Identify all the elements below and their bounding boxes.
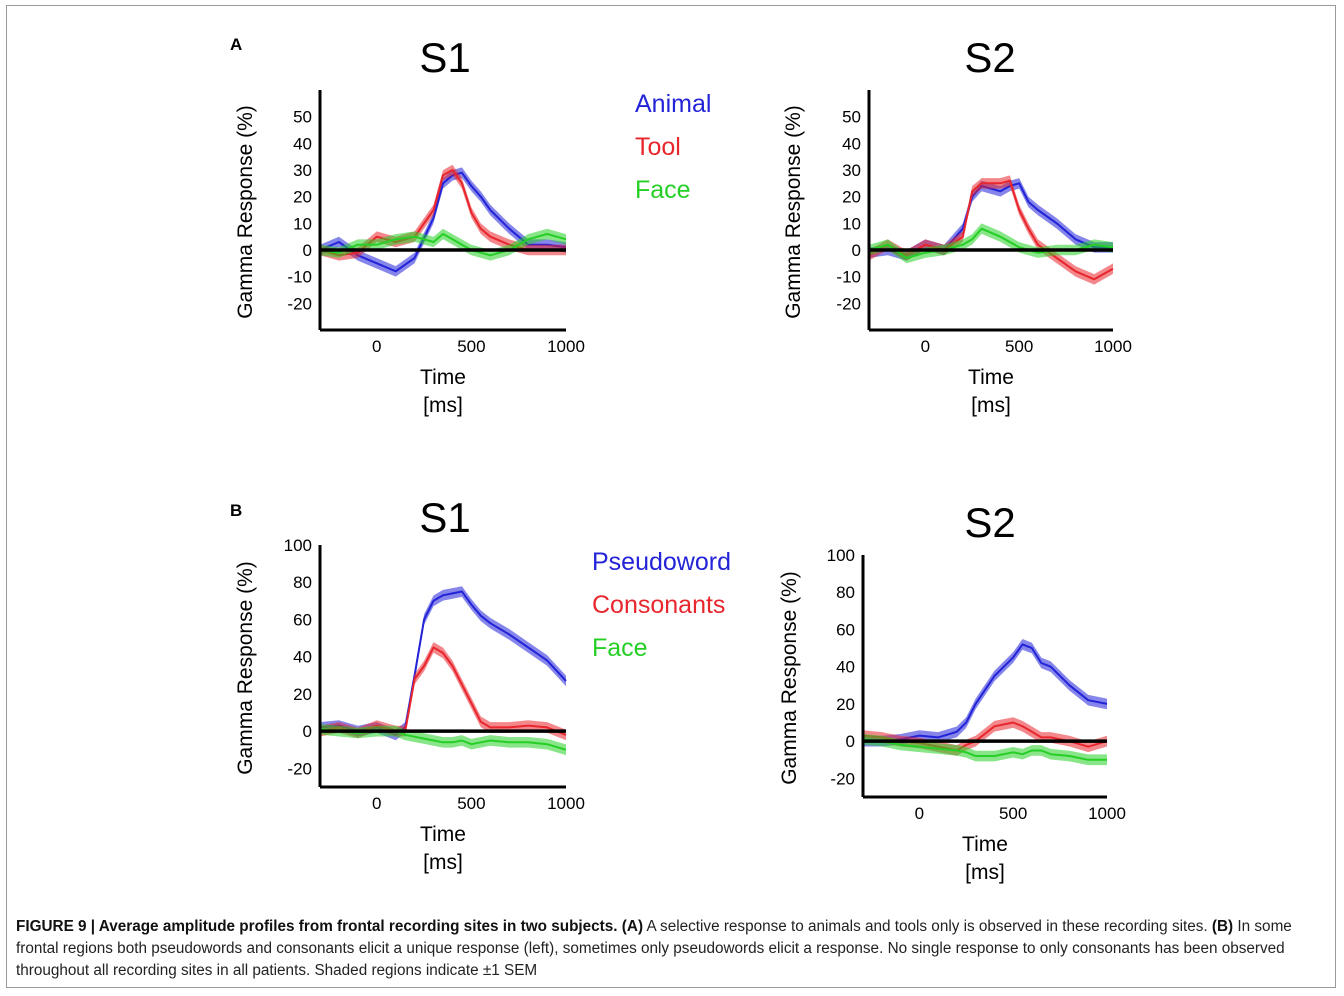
y-tick-label: 10 [842, 214, 861, 233]
y-tick-label: 60 [293, 610, 312, 629]
y-axis-label: Gamma Response (%) [778, 571, 801, 785]
x-axis-label: Time [420, 823, 466, 846]
y-tick-label: 80 [293, 573, 312, 592]
x-axis-label: [ms] [423, 394, 463, 417]
series-line-face [862, 738, 1107, 761]
panel-label-a: A [230, 35, 242, 54]
legend-animal: Animal [635, 90, 711, 118]
y-tick-label: 40 [836, 658, 855, 677]
y-tick-label: 50 [293, 108, 312, 127]
caption-b-text: In some frontal regions both pseudowords… [16, 918, 1292, 979]
y-tick-label: 100 [284, 536, 312, 555]
y-axis-label: Gamma Response (%) [782, 105, 805, 319]
y-tick-label: 20 [842, 188, 861, 207]
y-tick-label: 0 [852, 241, 861, 260]
x-axis-label: Time [962, 833, 1008, 856]
legend-consonants: Consonants [592, 591, 725, 619]
y-tick-label: 50 [842, 108, 861, 127]
x-axis-label: [ms] [423, 851, 463, 874]
figure-canvas: A B S1 Gamma Response (%) -20 -10 0 10 20 30 40 5… [230, 34, 1132, 884]
y-axis-label: Gamma Response (%) [234, 105, 257, 319]
chart-title: S1 [419, 34, 470, 81]
x-tick-label: 0 [915, 804, 924, 823]
series-band-face [320, 228, 566, 261]
y-tick-label: 0 [303, 241, 312, 260]
x-tick-label: 1000 [547, 794, 585, 813]
y-tick-label: -10 [287, 268, 312, 287]
figure-frame [6, 5, 1336, 988]
legend-face: Face [635, 176, 691, 204]
series-line-pseudoword [319, 590, 567, 736]
x-tick-label: 500 [457, 794, 485, 813]
y-tick-label: 20 [836, 695, 855, 714]
series-band-tool [320, 164, 566, 261]
x-tick-label: 500 [1005, 337, 1033, 356]
x-tick-label: 0 [372, 794, 381, 813]
y-tick-label: 40 [842, 134, 861, 153]
y-tick-label: 60 [836, 620, 855, 639]
x-tick-label: 500 [999, 804, 1027, 823]
y-tick-label: -20 [287, 759, 312, 778]
caption-label: FIGURE 9 | Average amplitude profiles fr… [16, 918, 618, 935]
panel-label-b: B [230, 501, 242, 520]
series-band-face [863, 734, 1107, 766]
legend-pseudoword: Pseudoword [592, 548, 731, 576]
x-axis-label: [ms] [971, 394, 1011, 417]
chart-title: S1 [419, 494, 470, 541]
y-tick-label: -10 [836, 268, 861, 287]
x-tick-label: 1000 [547, 337, 585, 356]
caption-a-marker: (A) [621, 918, 644, 935]
chart-title: S2 [964, 34, 1015, 81]
x-tick-label: 1000 [1088, 804, 1126, 823]
series-line-face [319, 233, 567, 257]
chart-title: S2 [964, 499, 1015, 546]
y-tick-label: 20 [293, 188, 312, 207]
x-tick-label: 1000 [1094, 337, 1132, 356]
y-tick-label: 80 [836, 583, 855, 602]
y-tick-label: 30 [293, 161, 312, 180]
y-tick-label: 40 [293, 134, 312, 153]
legend-tool: Tool [635, 133, 681, 161]
caption-b-marker: (B) [1211, 918, 1234, 935]
y-tick-label: 100 [827, 546, 855, 565]
y-tick-label: 0 [303, 722, 312, 741]
x-tick-label: 500 [457, 337, 485, 356]
y-tick-label: -20 [830, 769, 855, 788]
series-band-pseudoword [320, 586, 566, 741]
y-tick-label: -20 [287, 294, 312, 313]
y-tick-label: 10 [293, 214, 312, 233]
y-tick-label: 0 [846, 732, 855, 751]
legend-face: Face [592, 634, 648, 662]
series-band-face [869, 223, 1113, 264]
x-axis-label: [ms] [965, 861, 1005, 884]
series-line-consonants [319, 646, 567, 736]
y-axis-label: Gamma Response (%) [234, 561, 257, 775]
y-tick-label: 30 [842, 161, 861, 180]
y-tick-label: 40 [293, 648, 312, 667]
y-tick-label: -20 [836, 294, 861, 313]
figure-caption: FIGURE 9 | Average amplitude profiles fr… [16, 916, 1316, 982]
series-line-tool [868, 179, 1114, 281]
x-axis-label: Time [420, 366, 466, 389]
x-tick-label: 0 [372, 337, 381, 356]
y-tick-label: 20 [293, 685, 312, 704]
series-line-pseudoword [863, 643, 1108, 743]
series-band-tool [869, 175, 1113, 285]
x-tick-label: 0 [921, 337, 930, 356]
caption-a-text: A selective response to animals and tool… [646, 918, 1208, 935]
x-axis-label: Time [968, 366, 1014, 389]
